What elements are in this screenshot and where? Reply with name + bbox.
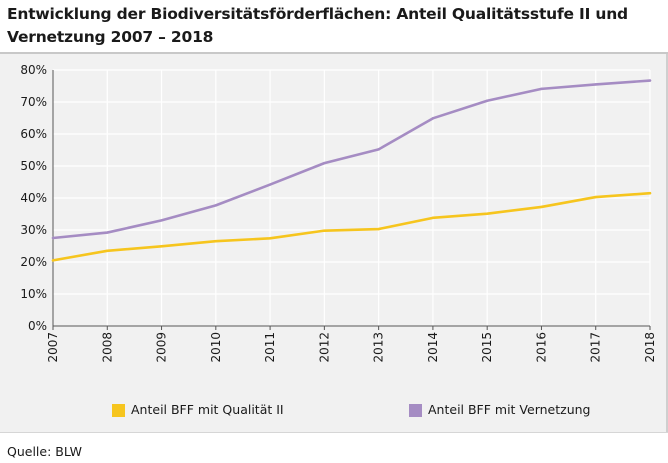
source-note: Quelle: BLW <box>7 444 83 459</box>
data-point <box>431 117 435 120</box>
data-point <box>51 259 55 262</box>
x-tick-label: 2016 <box>534 332 548 363</box>
series-line-1 <box>51 79 652 240</box>
data-point <box>648 192 652 195</box>
legend-label-quality-ii: Anteil BFF mit Qualität II <box>131 402 284 417</box>
data-point <box>323 161 326 165</box>
chart-title-line-2: Vernetzung 2007 – 2018 <box>7 28 214 46</box>
data-point <box>540 205 543 209</box>
x-tick-label: 2010 <box>209 332 223 363</box>
data-point <box>431 216 435 220</box>
y-tick-label: 70% <box>20 95 47 109</box>
data-point <box>106 231 109 234</box>
data-point <box>214 204 218 207</box>
x-tick-label: 2013 <box>372 332 386 363</box>
x-tick-label: 2011 <box>263 332 277 363</box>
data-point <box>594 83 597 86</box>
footer-divider <box>0 432 668 433</box>
x-tick-label: 2007 <box>46 332 60 363</box>
data-point <box>648 79 652 82</box>
legend-label-networking: Anteil BFF mit Vernetzung <box>428 402 591 417</box>
x-tick-label: 2012 <box>317 332 331 363</box>
data-point <box>106 249 109 252</box>
y-tick-label: 80% <box>20 63 47 77</box>
data-point <box>214 240 218 243</box>
data-point <box>51 236 55 240</box>
data-point <box>268 183 272 186</box>
y-tick-label: 10% <box>20 287 47 301</box>
data-point <box>485 99 489 102</box>
x-tick-label: 2008 <box>100 332 114 363</box>
legend-swatch-quality-ii <box>112 404 125 417</box>
data-point <box>377 148 380 151</box>
data-point <box>268 237 272 240</box>
chart-title: Entwicklung der Biodiversitätsförderfläc… <box>7 3 657 49</box>
data-point <box>377 227 380 231</box>
y-tick-label: 0% <box>28 319 47 333</box>
data-point <box>160 245 163 248</box>
series-line-0 <box>51 191 652 262</box>
data-point <box>485 212 489 215</box>
x-tick-label: 2015 <box>480 332 494 363</box>
y-tick-label: 50% <box>20 159 47 173</box>
x-tick-label: 2014 <box>426 332 440 363</box>
chart-title-line-1: Entwicklung der Biodiversitätsförderfläc… <box>7 5 628 23</box>
legend-swatch-networking <box>409 404 422 417</box>
line-chart: 0% 10% 20% 30% 40% 50% 60% 70% 80% 2007 2008 2009 20… <box>20 63 657 363</box>
y-tick-label: 60% <box>20 127 47 141</box>
x-tick-label: 2017 <box>589 332 603 363</box>
x-tick-label: 2018 <box>643 332 657 363</box>
data-point <box>540 87 543 91</box>
y-tick-label: 40% <box>20 191 47 205</box>
title-divider <box>0 52 668 54</box>
data-point <box>160 219 163 222</box>
x-tick-label: 2009 <box>155 332 169 363</box>
plot-area <box>0 54 668 432</box>
data-point <box>594 195 597 199</box>
y-tick-label: 20% <box>20 255 47 269</box>
data-point <box>323 229 326 232</box>
y-tick-label: 30% <box>20 223 47 237</box>
